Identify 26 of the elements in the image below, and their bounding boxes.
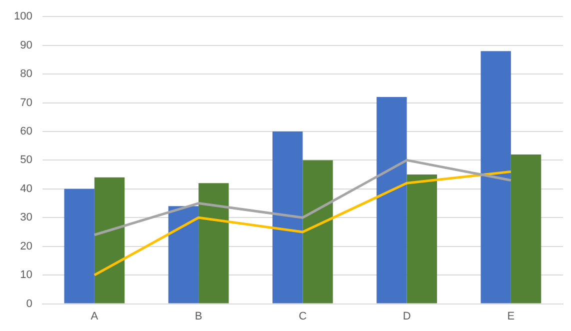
y-tick-label: 100 <box>14 10 32 23</box>
bar <box>168 206 199 304</box>
y-tick-label: 40 <box>20 182 32 195</box>
y-tick-label: 10 <box>20 269 32 282</box>
bar <box>94 177 125 304</box>
bar <box>406 174 438 304</box>
y-tick-label: 90 <box>20 39 32 52</box>
x-tick-label: E <box>507 310 515 322</box>
y-tick-label: 30 <box>20 212 32 224</box>
x-tick-label: D <box>402 310 411 322</box>
bar <box>510 154 542 304</box>
bar <box>302 160 333 304</box>
x-tick-label: B <box>194 310 202 322</box>
bar <box>64 188 94 304</box>
bar <box>376 97 407 304</box>
x-tick-label: C <box>298 310 307 322</box>
y-tick-label: 0 <box>26 298 32 310</box>
y-tick-label: 50 <box>20 154 32 166</box>
y-tick-label: 20 <box>20 240 32 252</box>
y-tick-label: 60 <box>20 126 32 138</box>
bar <box>272 131 303 304</box>
y-tick-label: 70 <box>20 96 32 109</box>
y-tick-label: 80 <box>20 68 32 80</box>
bar <box>198 183 229 304</box>
x-tick-label: A <box>90 310 99 322</box>
bar <box>480 51 511 304</box>
